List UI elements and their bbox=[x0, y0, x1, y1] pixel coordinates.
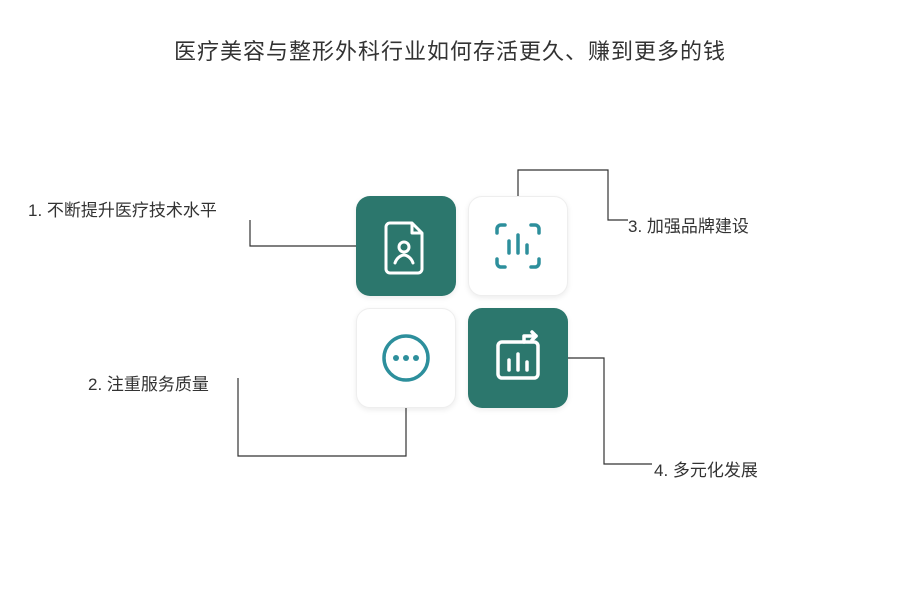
label-2: 2. 注重服务质量 bbox=[88, 370, 209, 395]
label-4: 4. 多元化发展 bbox=[654, 456, 758, 481]
doc-person-icon bbox=[380, 217, 432, 275]
connector-4 bbox=[568, 358, 652, 464]
label-3: 3. 加强品牌建设 bbox=[628, 212, 749, 237]
connector-1 bbox=[250, 220, 356, 246]
card-bottom-left bbox=[356, 308, 456, 408]
scan-bars-icon bbox=[491, 219, 545, 273]
card-top-left bbox=[356, 196, 456, 296]
connector-lines bbox=[0, 0, 900, 600]
card-top-right bbox=[468, 196, 568, 296]
card-bottom-right bbox=[468, 308, 568, 408]
page-title: 医疗美容与整形外科行业如何存活更久、赚到更多的钱 bbox=[0, 34, 900, 66]
dots-circle-icon bbox=[378, 330, 434, 386]
label-1: 1. 不断提升医疗技术水平 bbox=[28, 196, 217, 221]
chart-arrow-icon bbox=[490, 330, 546, 386]
